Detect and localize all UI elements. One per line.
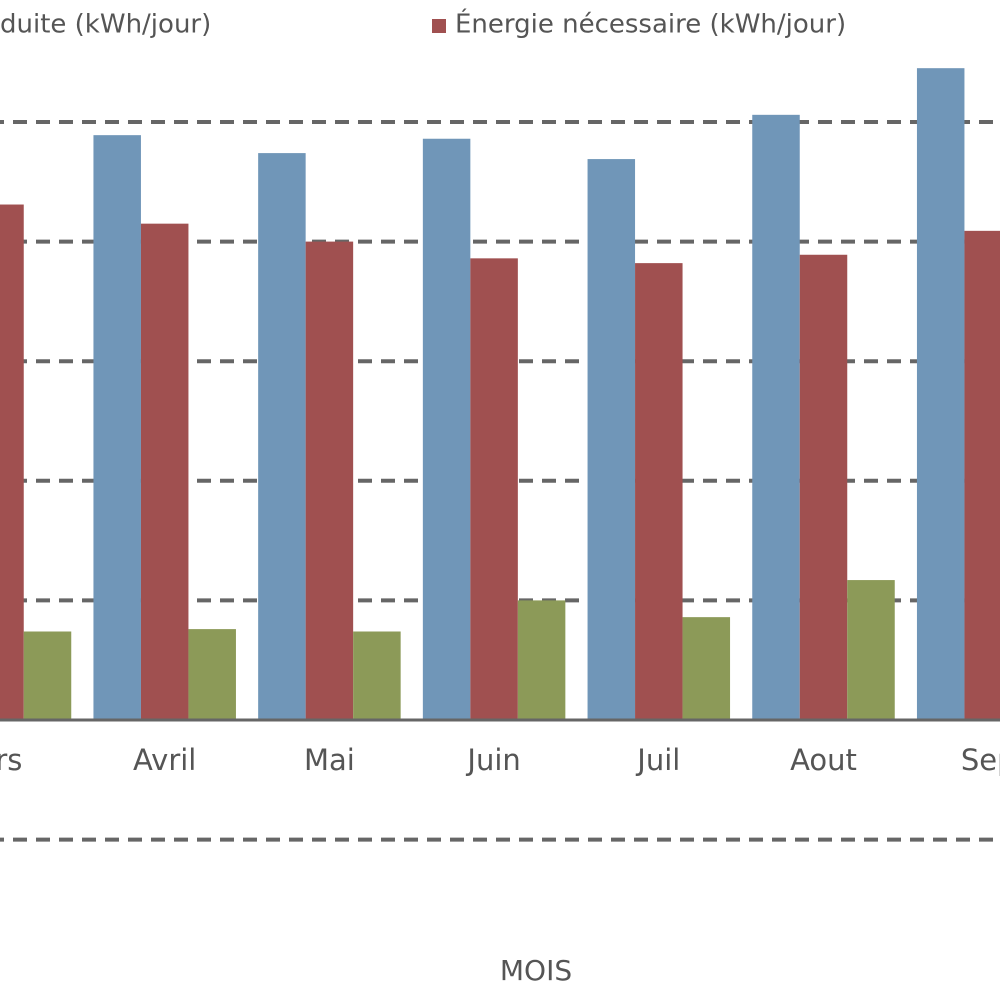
bar xyxy=(305,241,354,720)
bar xyxy=(188,629,236,720)
bar xyxy=(93,135,141,720)
bar xyxy=(916,68,965,721)
bar xyxy=(23,631,72,720)
bar xyxy=(140,223,189,720)
x-tick-label: ars xyxy=(0,743,22,777)
bar xyxy=(353,631,401,720)
bar xyxy=(682,617,731,720)
x-tick-label: Juin xyxy=(465,743,520,777)
bar xyxy=(587,159,636,721)
x-tick-label: Juil xyxy=(635,743,680,777)
bar xyxy=(422,138,471,720)
bar xyxy=(258,153,306,720)
legend-label: duite (kWh/jour) xyxy=(0,10,211,40)
bar xyxy=(0,204,24,721)
bar xyxy=(847,580,895,720)
x-tick-label: Mai xyxy=(304,743,355,777)
x-tick-label: Aout xyxy=(790,743,857,777)
legend-label: Énergie nécessaire (kWh/jour) xyxy=(455,8,846,40)
bar xyxy=(799,254,848,721)
legend-marker xyxy=(432,19,446,33)
bar xyxy=(964,230,1000,720)
bars xyxy=(0,68,1000,721)
x-tick-label: Sep xyxy=(961,743,1000,777)
bar xyxy=(752,114,800,721)
x-tick-label: Avril xyxy=(133,743,196,777)
bar xyxy=(470,258,518,720)
bar xyxy=(635,263,683,720)
bar xyxy=(517,600,566,720)
x-axis-label: MOIS xyxy=(500,954,572,987)
